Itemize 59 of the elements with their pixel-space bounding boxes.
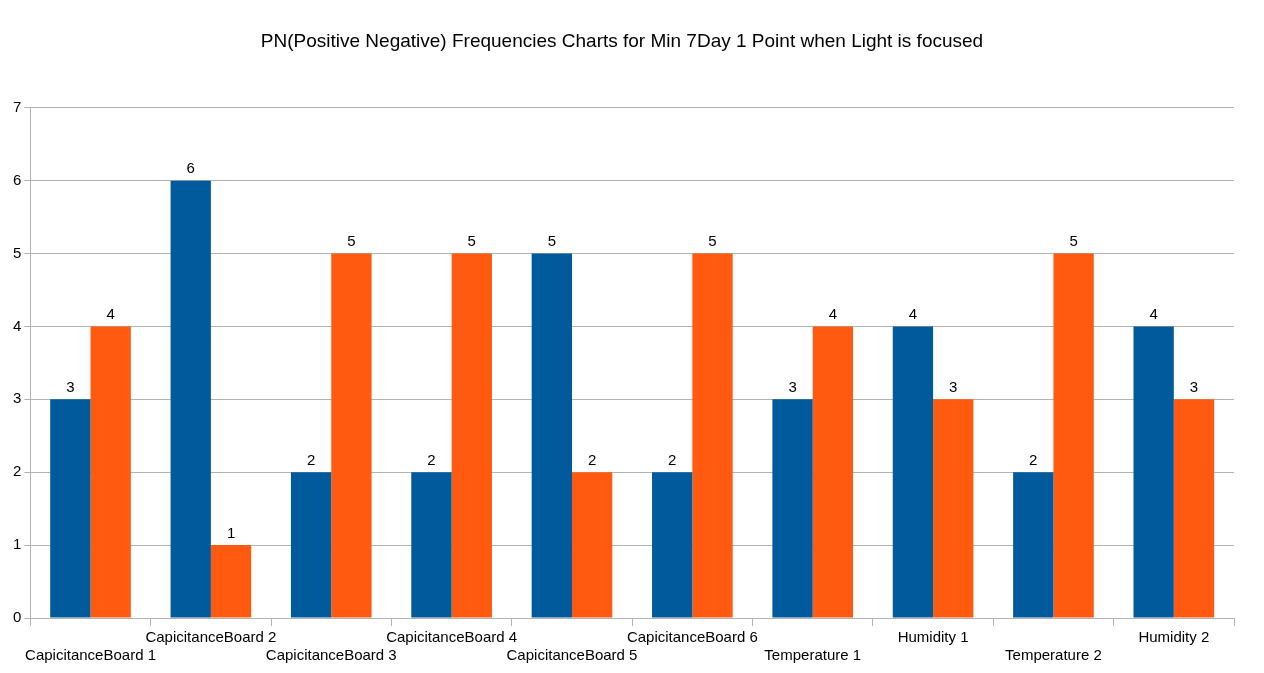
bar bbox=[812, 326, 854, 618]
y-tick-label: 5 bbox=[13, 243, 22, 261]
data-label: 4 bbox=[1149, 305, 1158, 323]
x-tick-label: Humidity 2 bbox=[1138, 628, 1210, 646]
y-tick-label: 0 bbox=[13, 608, 22, 626]
data-label: 6 bbox=[186, 159, 195, 177]
bar bbox=[652, 472, 693, 618]
y-tick-label: 3 bbox=[13, 389, 22, 407]
y-tick-label: 7 bbox=[13, 97, 22, 115]
bar bbox=[571, 472, 613, 618]
bar bbox=[892, 326, 934, 618]
chart-title: PN(Positive Negative) Frequencies Charts for Min 7Day 1 Point when Light is focused bbox=[260, 29, 984, 51]
x-tick-label: CapicitanceBoard 4 bbox=[386, 628, 518, 646]
data-label: 5 bbox=[347, 232, 356, 250]
bar bbox=[331, 253, 372, 618]
bar bbox=[772, 399, 813, 618]
x-tick-label: CapicitanceBoard 5 bbox=[506, 646, 638, 664]
data-label: 2 bbox=[427, 450, 436, 468]
bar bbox=[451, 253, 492, 618]
data-label: 5 bbox=[708, 232, 717, 250]
x-tick-label: CapicitanceBoard 1 bbox=[25, 646, 156, 664]
data-label: 1 bbox=[226, 523, 236, 541]
bar bbox=[290, 472, 332, 618]
x-tick-label: CapicitanceBoard 6 bbox=[626, 628, 758, 646]
data-label: 2 bbox=[587, 450, 597, 468]
data-label: 3 bbox=[1189, 377, 1199, 395]
bar bbox=[170, 180, 211, 618]
data-label: 2 bbox=[1029, 450, 1038, 468]
y-tick-label: 6 bbox=[13, 170, 22, 188]
y-tick-label: 1 bbox=[13, 535, 22, 553]
bar bbox=[1053, 253, 1094, 618]
data-label: 4 bbox=[908, 305, 918, 323]
data-label: 5 bbox=[547, 232, 556, 250]
data-label: 3 bbox=[788, 377, 797, 395]
y-tick-label: 4 bbox=[13, 316, 22, 334]
bar bbox=[1013, 472, 1054, 618]
data-label: 2 bbox=[668, 450, 677, 468]
data-label: 4 bbox=[828, 305, 838, 323]
bar bbox=[1173, 399, 1215, 618]
x-tick-label: Temperature 2 bbox=[1005, 646, 1102, 664]
x-tick-label: Temperature 1 bbox=[764, 646, 862, 664]
data-label: 3 bbox=[949, 377, 958, 395]
y-tick-label: 2 bbox=[13, 462, 22, 480]
bar bbox=[90, 326, 131, 618]
x-tick-label: CapicitanceBoard 3 bbox=[265, 646, 397, 664]
data-label: 2 bbox=[306, 450, 316, 468]
data-label: 3 bbox=[66, 377, 75, 395]
bar bbox=[50, 399, 91, 618]
x-tick-label: CapicitanceBoard 2 bbox=[145, 628, 277, 646]
data-label: 5 bbox=[1069, 232, 1078, 250]
bar bbox=[933, 399, 974, 618]
data-label: 4 bbox=[106, 305, 115, 323]
data-label: 5 bbox=[467, 232, 476, 250]
x-tick-label: Humidity 1 bbox=[897, 628, 969, 646]
bar bbox=[210, 545, 252, 618]
bar bbox=[692, 253, 733, 618]
bar bbox=[531, 253, 572, 618]
bar bbox=[1133, 326, 1174, 618]
bar bbox=[411, 472, 452, 618]
